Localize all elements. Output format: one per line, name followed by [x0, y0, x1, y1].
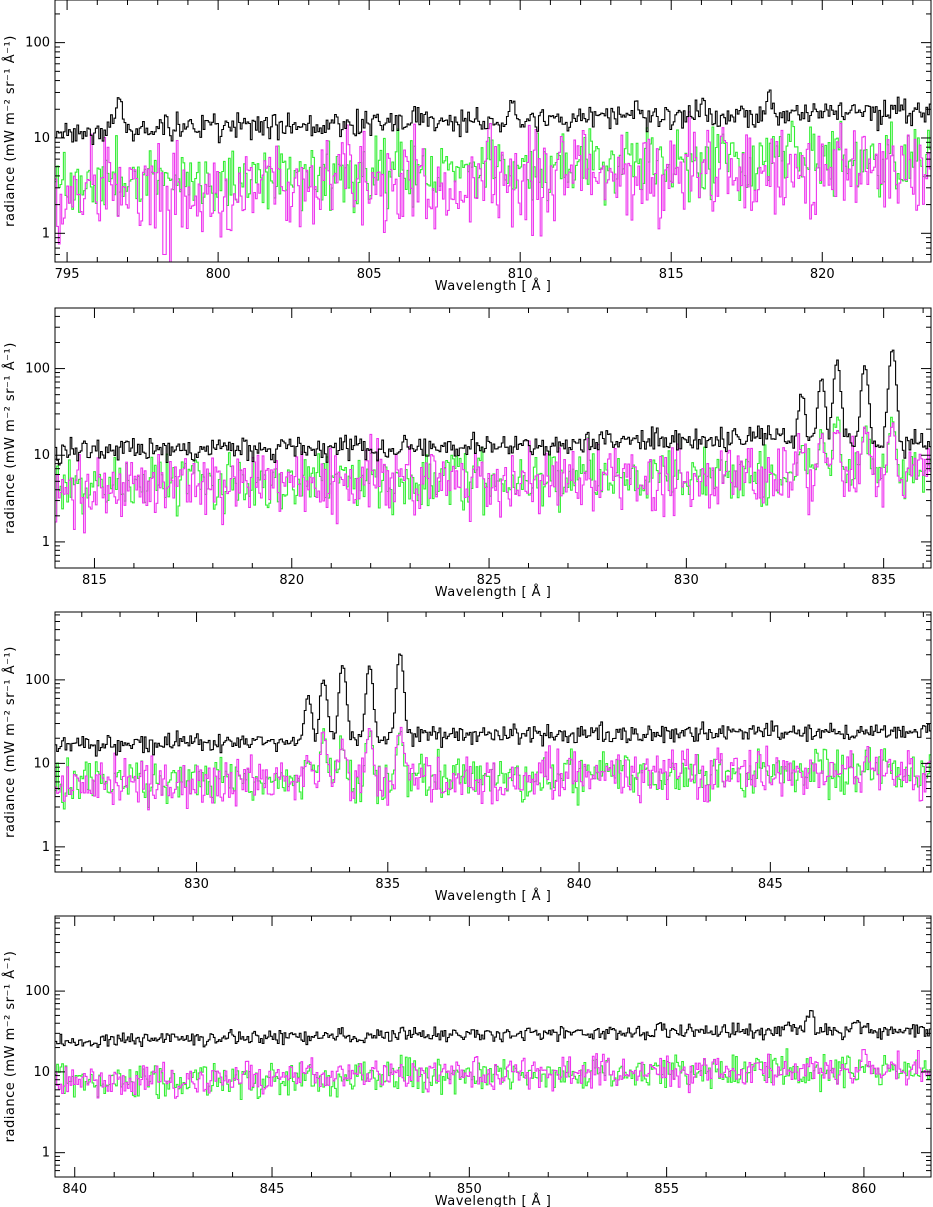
plot-frame	[54, 611, 932, 873]
y-tick-label: 10	[33, 1065, 50, 1080]
x-tick-label: 810	[508, 267, 533, 282]
x-tick-label: 795	[55, 267, 80, 282]
y-tick-label: 100	[25, 984, 50, 999]
x-tick-label: 805	[357, 267, 382, 282]
series-green-line	[55, 120, 931, 217]
x-axis-title: Wavelength [ Å ]	[435, 278, 552, 294]
plot-frame	[54, 0, 932, 263]
panel-3: 830 835 840 845 1 10 100 Wavelength [ Å ] radian…	[2, 611, 932, 904]
x-axis-title: Wavelength [ Å ]	[435, 888, 552, 904]
x-tick-label: 860	[852, 1182, 877, 1197]
y-tick-label: 100	[25, 673, 50, 688]
series-magenta-line	[55, 422, 931, 534]
x-tick-label: 820	[279, 573, 304, 588]
y-tick-label: 1	[42, 535, 50, 550]
x-axis-title: Wavelength [ Å ]	[435, 584, 552, 600]
x-tick-label: 825	[477, 573, 502, 588]
x-tick-label: 845	[260, 1182, 285, 1197]
x-tick-label: 835	[375, 877, 400, 892]
x-tick-label: 815	[82, 573, 107, 588]
series-magenta-line	[55, 1046, 931, 1099]
y-tick-label: 1	[42, 226, 50, 241]
x-tick-label: 835	[871, 573, 896, 588]
x-tick-label: 830	[674, 573, 699, 588]
plot-frame	[54, 915, 932, 1178]
x-tick-label: 840	[567, 877, 592, 892]
x-tick-label: 845	[758, 877, 783, 892]
y-axis-title: radiance (mW m⁻² sr⁻¹ Å⁻¹)	[2, 951, 18, 1143]
y-axis-title: radiance (mW m⁻² sr⁻¹ Å⁻¹)	[2, 646, 18, 838]
series-black-line	[55, 1010, 931, 1048]
panel-2: 815 820 825 830 835 1 10 100 Wavelength [ Å ] rad…	[2, 307, 932, 600]
x-tick-label: 820	[810, 267, 835, 282]
y-tick-label: 100	[25, 36, 50, 51]
x-tick-label: 850	[457, 1182, 482, 1197]
series-magenta-line	[55, 726, 931, 811]
y-tick-label: 10	[33, 448, 50, 463]
x-tick-label: 855	[654, 1182, 679, 1197]
x-axis-title: Wavelength [ Å ]	[435, 1193, 552, 1207]
x-tick-label: 800	[206, 267, 231, 282]
series-black-line	[55, 89, 931, 146]
y-axis-title: radiance (mW m⁻² sr⁻¹ Å⁻¹)	[2, 35, 18, 227]
series-black-line	[55, 349, 931, 466]
y-tick-label: 10	[33, 756, 50, 771]
y-tick-label: 1	[42, 1146, 50, 1161]
panel-4: 840 845 850 855 860 1 10 100 Wavelength [ Å ] rad…	[2, 915, 932, 1207]
x-tick-label: 830	[184, 877, 209, 892]
y-tick-label: 1	[42, 840, 50, 855]
y-tick-label: 10	[33, 131, 50, 146]
series-magenta-line	[55, 111, 931, 262]
y-tick-label: 100	[25, 362, 50, 377]
x-tick-label: 815	[659, 267, 684, 282]
panel-1: 795 800 805 810 815 820 1 10 100 Wavelength [ Å ]…	[2, 0, 932, 294]
y-axis-title: radiance (mW m⁻² sr⁻¹ Å⁻¹)	[2, 342, 18, 534]
series-black-line	[55, 653, 931, 757]
x-tick-label: 840	[62, 1182, 87, 1197]
plot-frame	[54, 307, 932, 569]
